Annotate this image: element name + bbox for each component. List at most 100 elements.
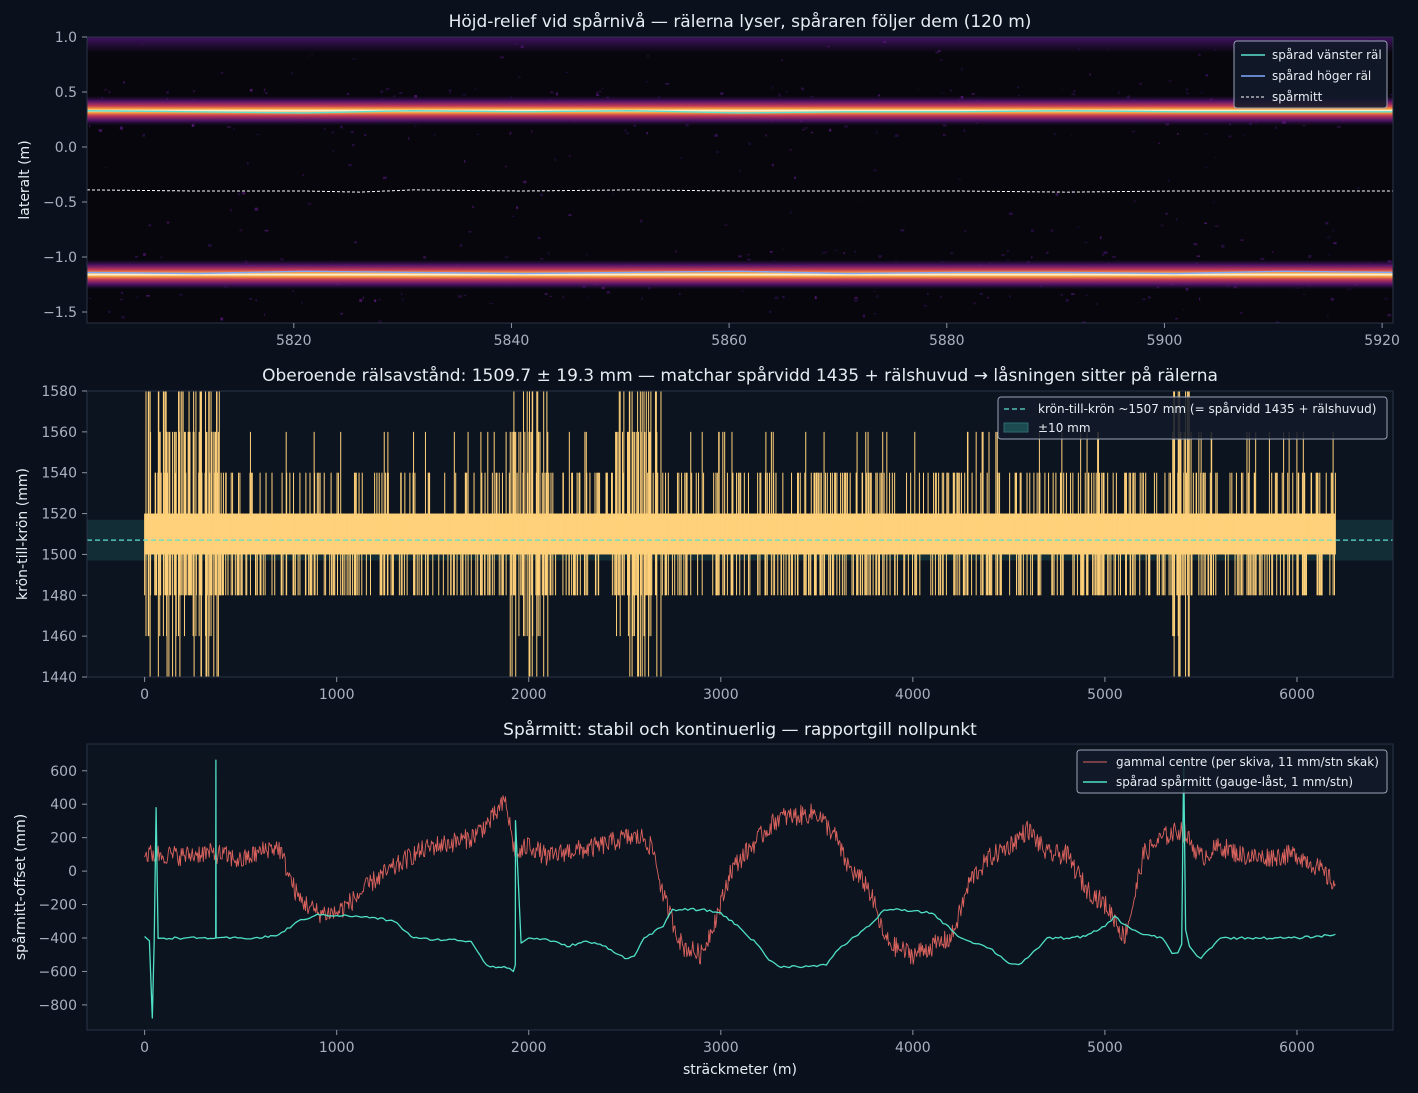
heatmap-speckle [555,92,558,96]
heatmap-speckle [1017,94,1020,97]
legend-entry: spårad höger räl [1272,69,1371,83]
x-tick-label: 5000 [1087,687,1123,703]
heatmap-speckle [207,243,212,247]
heatmap-speckle [1112,255,1116,258]
x-tick-label: 5820 [276,333,312,349]
x-tick-label: 0 [140,1040,149,1056]
heatmap-speckle [1185,92,1190,95]
heatmap-speckle [606,291,611,294]
heatmap-speckle [923,304,927,307]
heatmap-speckle [500,56,504,59]
heatmap-speckle [746,254,750,256]
y-axis-ticks: 1580 1560 1540 1520 1500 1480 1460 1440 [41,384,87,686]
heatmap-speckle [1099,236,1102,240]
heatmap-speckle [89,298,92,299]
heatmap-speckle [935,51,939,54]
heatmap-speckle [778,93,781,97]
heatmap-speckle [1108,49,1110,51]
series-centre-line [87,189,1393,193]
heatmap-speckle [242,192,246,195]
heatmap-speckle [401,292,403,296]
heatmap-speckle [900,229,905,232]
heatmap-speckle [89,124,91,128]
heatmap-speckle [1390,94,1392,96]
heatmap-speckle [1084,241,1088,244]
x-tick-label: 5920 [1364,333,1400,349]
heatmap-speckle [1326,236,1331,239]
gauge-signal [144,391,1336,677]
heatmap-speckle [1078,47,1080,51]
heatmap-top-haze [87,37,1393,53]
heatmap-speckle [146,295,150,297]
heatmap-speckle [562,295,564,299]
heatmap-speckle [192,90,195,93]
y-tick-label: 0 [68,864,77,880]
x-tick-label: 0 [140,687,149,703]
heatmap-speckle [472,205,474,209]
heatmap-speckle [1071,293,1075,295]
heatmap-speckle [1133,199,1137,203]
heatmap-speckle [340,312,344,315]
y-axis-ticks: 600 400 200 0 −200 −400 −600 −800 [39,764,87,1014]
heatmap-speckle [1332,229,1335,232]
x-axis-label: sträckmeter (m) [683,1062,797,1078]
heatmap-speckle [1168,179,1170,182]
panel-frame [86,390,1394,678]
y-tick-label: 1500 [41,547,77,563]
y-tick-label: 400 [50,797,77,813]
heatmap-speckle [1017,86,1019,89]
heatmap-speckle [237,192,241,196]
heatmap-speckle [547,252,550,255]
heatmap-speckle [307,202,312,205]
heatmap-speckle [738,255,742,258]
heatmap-speckle [646,132,649,135]
heatmap-speckle [1372,38,1375,42]
heatmap-speckle [1118,91,1120,94]
heatmap-speckle [1071,135,1073,137]
heatmap-speckle [612,193,614,196]
heatmap-speckle [104,88,107,91]
heatmap-speckle [459,244,463,247]
heatmap-speckle [894,134,899,137]
heatmap-speckle [1260,257,1265,261]
heatmap-speckle [739,170,741,172]
heatmap-speckle [1221,244,1225,248]
heatmap-band-right-rail [87,259,1393,290]
heatmap-speckle [624,129,627,132]
heatmap-speckle [1175,318,1178,320]
x-tick-label: 6000 [1279,687,1315,703]
heatmap-speckle [942,133,946,137]
heatmap-speckle [1243,134,1245,137]
heatmap-speckle [1213,200,1215,204]
heatmap-speckle [804,127,808,129]
heatmap-speckle [468,231,472,233]
heatmap-speckle [1076,226,1080,228]
y-tick-label: 1460 [41,629,77,645]
heatmap-speckle [382,176,387,180]
x-tick-label: 4000 [895,1040,931,1056]
legend-swatch-band [1003,422,1029,433]
y-tick-label: −800 [39,998,77,1014]
heatmap-speckle [800,87,805,91]
heatmap-speckle [826,45,830,48]
series-left-rail-line [87,109,1393,114]
heatmap-speckle [1084,294,1089,297]
heatmap-speckle [963,129,966,133]
heatmap-speckle [432,133,436,136]
heatmap-speckle [595,94,600,96]
heatmap-speckle [971,93,975,95]
heatmap-speckle [598,90,602,93]
panel-track-centre: 0 1000 2000 3000 4000 5000 6000 6004002000−200… [12,719,1394,1078]
heatmap-speckle [811,131,814,134]
heatmap-speckle [640,219,643,223]
heatmap-speckle [401,298,404,301]
heatmap-speckle [518,76,521,79]
heatmap-speckle [462,93,466,96]
y-tick-label: 1540 [41,466,77,482]
heatmap-speckle [120,292,124,295]
heatmap-speckle [858,199,860,202]
heatmap-speckle [1009,212,1013,215]
x-tick-label: 2000 [511,1040,547,1056]
